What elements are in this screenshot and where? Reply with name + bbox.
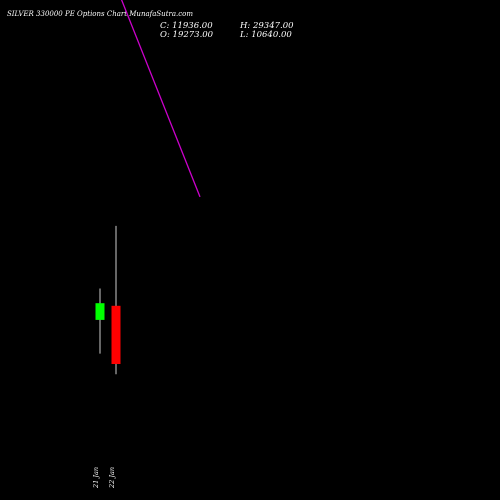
candle-2 (111, 225, 121, 375)
chart-title: SILVER 330000 PE Options Chart MunafaSut… (7, 10, 194, 18)
open-value: O: 19273.00 (160, 30, 214, 40)
high-value: H: 29347.00 (240, 21, 294, 31)
low-value: L: 10640.00 (240, 30, 292, 40)
candle-1 (95, 288, 105, 354)
candle-body-down (111, 305, 121, 364)
close-value: C: 11936.00 (160, 21, 213, 31)
x-tick-label: 22 Jan (108, 467, 116, 489)
x-tick-label: 21 Jan (92, 467, 100, 489)
purple-line (120, 0, 201, 198)
candle-body-up (95, 303, 105, 320)
